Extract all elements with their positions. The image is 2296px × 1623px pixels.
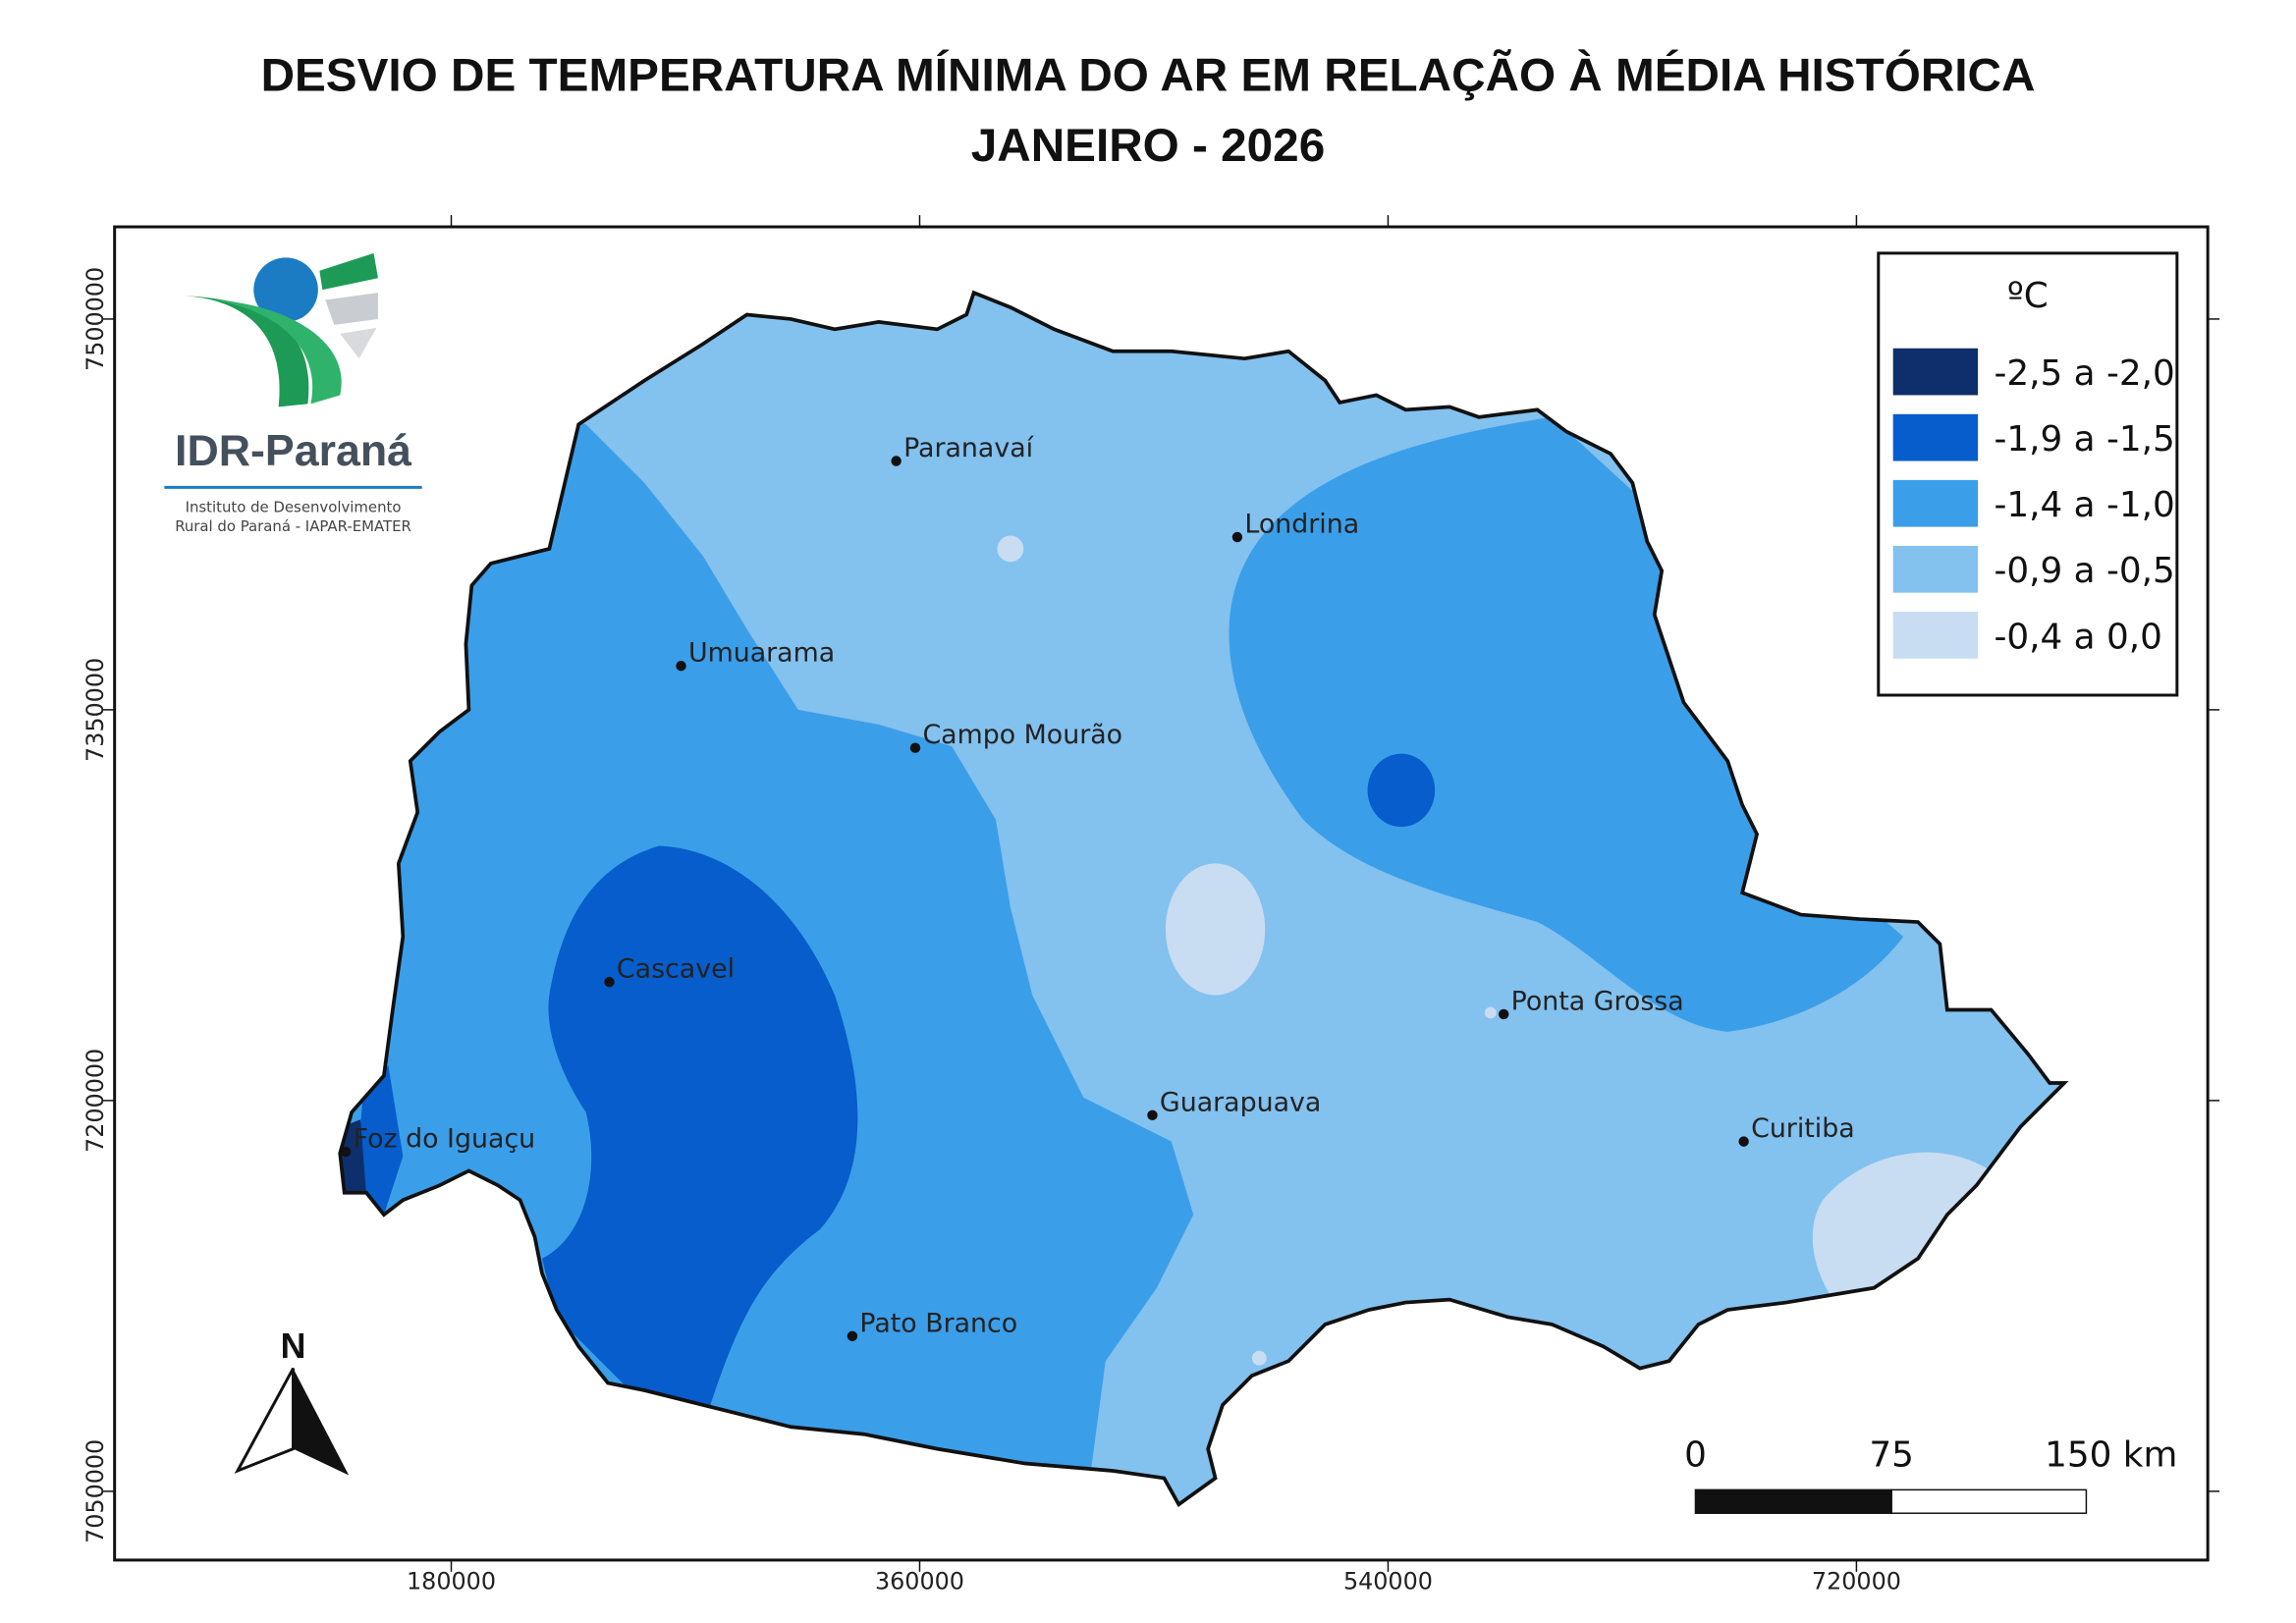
city-label: Londrina xyxy=(1244,510,1359,540)
north-label: N xyxy=(281,1326,306,1366)
scale-label: 75 xyxy=(1869,1435,1914,1476)
scale-label: 150 km xyxy=(2045,1435,2177,1476)
y-tick-label: 7050000 xyxy=(82,1439,109,1543)
zone xyxy=(997,535,1024,563)
zone xyxy=(1484,1006,1497,1019)
x-tick-label: 540000 xyxy=(1343,1568,1433,1596)
city-label: Paranavaí xyxy=(903,433,1035,463)
logo-line: Instituto de Desenvolvimento xyxy=(186,499,402,516)
city-marker xyxy=(847,1330,858,1342)
x-tick-label: 720000 xyxy=(1812,1568,1901,1596)
logo-name: IDR-Paraná xyxy=(175,427,411,475)
legend-label: -0,4 a 0,0 xyxy=(1995,617,2162,657)
y-tick-label: 7350000 xyxy=(82,658,109,762)
legend-swatch xyxy=(1892,348,1979,396)
legend: -2,5 a -2,0 -1,9 a -1,5 -1,4 a -1,0 -0,9 a … xyxy=(1892,348,2175,659)
city-label: Curitiba xyxy=(1751,1113,1855,1144)
zone xyxy=(1251,1350,1267,1366)
x-tick-label: 180000 xyxy=(407,1568,496,1596)
city-label: Umuarama xyxy=(688,638,835,669)
legend-title: ºC xyxy=(2007,276,2049,316)
legend-label: -1,9 a -1,5 xyxy=(1995,419,2175,460)
city-marker xyxy=(676,660,686,672)
city-marker xyxy=(604,976,615,988)
city-marker xyxy=(891,456,902,466)
zone xyxy=(1367,753,1436,828)
logo-line: Rural do Paraná - IAPAR-EMATER xyxy=(175,517,411,535)
city-marker xyxy=(1738,1136,1749,1147)
legend-label: -2,5 a -2,0 xyxy=(1995,353,2175,394)
zone xyxy=(1229,416,1904,1032)
legend-swatch xyxy=(1892,413,1979,461)
coordinate-ticks: 180000 360000 540000 720000 7500000 7350000 72… xyxy=(82,215,2220,1596)
city-marker xyxy=(909,742,921,753)
title: DESVIO DE TEMPERATURA MÍNIMA DO AR EM RE… xyxy=(261,47,2036,101)
zone xyxy=(1165,863,1266,996)
legend-swatch xyxy=(1892,612,1979,659)
zone xyxy=(1812,1152,1992,1303)
zone xyxy=(355,1065,404,1216)
city-marker xyxy=(1498,1008,1509,1020)
y-tick-label: 7200000 xyxy=(82,1049,109,1153)
cities: Paranavaí Londrina Umuarama Campo Mourão Cas… xyxy=(340,433,1855,1342)
legend-swatch xyxy=(1892,545,1979,593)
logo: IDR-Paraná Instituto de Desenvolvimento … xyxy=(164,252,422,535)
scale-label: 0 xyxy=(1684,1435,1707,1476)
city-label: Ponta Grossa xyxy=(1511,986,1684,1016)
city-label: Pato Branco xyxy=(859,1308,1017,1338)
y-tick-label: 7500000 xyxy=(82,267,109,371)
city-marker xyxy=(340,1146,352,1158)
subtitle: JANEIRO - 2026 xyxy=(971,120,1325,172)
zone xyxy=(541,845,858,1405)
scale-bar: 0 75 150 km xyxy=(1684,1435,2177,1514)
legend-label: -0,9 a -0,5 xyxy=(1995,551,2175,591)
city-label: Foz do Iguaçu xyxy=(354,1124,536,1155)
city-label: Guarapuava xyxy=(1160,1087,1321,1117)
city-marker xyxy=(1147,1109,1158,1121)
legend-label: -1,4 a -1,0 xyxy=(1995,485,2175,525)
city-label: Cascavel xyxy=(617,954,735,985)
legend-swatch xyxy=(1892,479,1979,527)
city-marker xyxy=(1231,531,1243,543)
city-label: Campo Mourão xyxy=(922,720,1122,750)
x-tick-label: 360000 xyxy=(875,1568,964,1596)
